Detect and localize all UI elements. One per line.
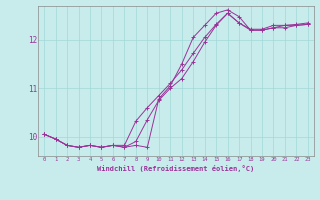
X-axis label: Windchill (Refroidissement éolien,°C): Windchill (Refroidissement éolien,°C)	[97, 165, 255, 172]
